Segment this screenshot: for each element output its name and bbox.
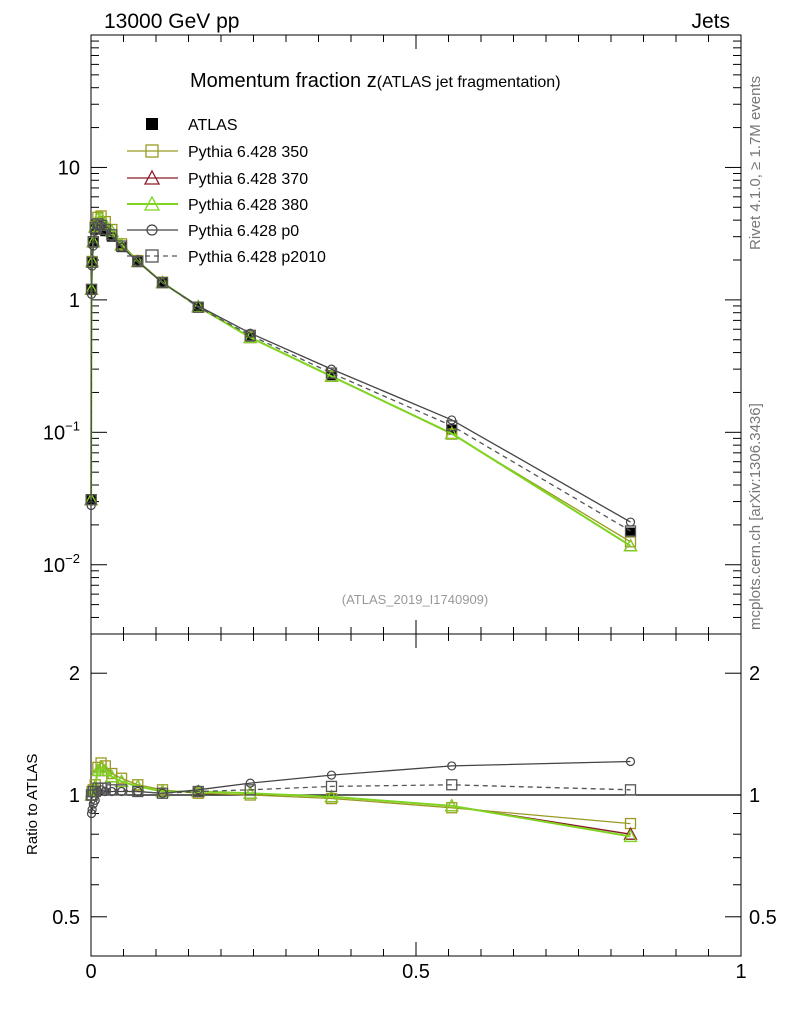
y-tick-label: 1 — [69, 290, 80, 312]
chart-dynamic-layer: 0 0.5 1 10 1 10−1 10−2 2 2 1 1 0.5 0.5 — [43, 34, 777, 983]
y-tick-label: 10−2 — [43, 551, 80, 577]
header-jets-label: Jets — [691, 10, 730, 33]
main-point-p2010 — [624, 525, 637, 537]
ratio-point-p380 — [104, 769, 119, 783]
ratio-point-p0 — [116, 786, 127, 797]
main-point-p0 — [326, 364, 337, 374]
main-point-p2010 — [244, 329, 256, 341]
ratio-point-p0 — [107, 786, 117, 797]
ratio-y-tick-label: 0.5 — [52, 907, 80, 929]
legend-label-350: Pythia 6.428 350 — [188, 144, 308, 161]
ratio-line-p2010 — [91, 784, 631, 796]
main-line-p2010 — [90, 223, 631, 532]
main-point-p2010 — [156, 276, 169, 289]
ratio-point-p380 — [98, 763, 113, 777]
legend-marker-p380 — [143, 195, 161, 211]
main-point-p0 — [88, 241, 98, 251]
x-tick-label: 0 — [85, 961, 96, 983]
main-point-p0 — [107, 232, 117, 242]
main-title-main: Momentum fraction z — [190, 70, 377, 92]
ratio-point-p2010 — [325, 780, 338, 793]
ratio-point-p0 — [87, 805, 97, 815]
main-point-atlas — [625, 527, 636, 538]
legend-label-370: Pythia 6.428 370 — [188, 171, 308, 188]
ratio-y-label: Ratio to ATLAS — [24, 754, 41, 855]
x-tick-label: 0.5 — [402, 961, 430, 983]
main-point-p2010 — [95, 219, 107, 232]
legend-label-atlas: ATLAS — [188, 117, 238, 134]
legend-marker-atlas — [146, 118, 158, 130]
ratio-point-p380 — [444, 798, 459, 812]
y-tick-label: 10 — [58, 157, 80, 179]
main-point-p0 — [447, 415, 457, 425]
main-point-p380 — [324, 368, 339, 382]
ratio-point-p380 — [90, 763, 105, 777]
ratio-point-p0 — [447, 761, 457, 771]
ratio-point-p0 — [157, 788, 168, 798]
ratio-point-p0 — [193, 785, 203, 795]
ratio-point-p370 — [623, 826, 638, 840]
ratio-point-p0 — [100, 786, 110, 797]
legend-marker-p0 — [146, 224, 158, 236]
main-point-p2010 — [115, 240, 128, 252]
ratio-point-p2010 — [99, 782, 111, 794]
main-point-p2010 — [325, 367, 338, 379]
rivet-info-label: Rivet 4.1.0, ≥ 1.7M events — [747, 76, 764, 250]
ratio-line-p380 — [90, 766, 631, 838]
ratio-point-p0 — [86, 808, 97, 819]
ratio-point-p2010 — [132, 785, 144, 798]
header-energy-label: 13000 GeV pp — [104, 10, 239, 33]
ratio-point-p380 — [623, 829, 638, 843]
main-point-p2010 — [86, 256, 98, 269]
ratio-y-tick-label-right: 0.5 — [749, 907, 777, 929]
main-line-p350 — [90, 215, 631, 543]
main-point-p380 — [623, 538, 638, 552]
ratio-point-p2010 — [624, 784, 637, 796]
legend-marker-p350 — [145, 144, 159, 158]
ratio-point-p2010 — [192, 785, 204, 798]
ratio-point-p0 — [625, 756, 636, 767]
main-point-p2010 — [87, 236, 99, 248]
ratio-point-p2010 — [115, 784, 128, 796]
main-point-p2010 — [192, 301, 204, 313]
main-point-p380 — [191, 299, 206, 313]
main-point-p2010 — [85, 494, 97, 506]
legend-marker-p370 — [143, 169, 161, 185]
legend: ATLAS Pythia 6.428 350 Pythia 6.428 370 … — [188, 117, 326, 266]
main-title: Momentum fraction z(ATLAS jet fragmentat… — [190, 70, 561, 92]
ratio-point-p380 — [114, 774, 129, 788]
ratio-point-p380 — [324, 789, 339, 803]
ratio-point-p2010 — [446, 779, 458, 791]
ratio-point-p350 — [325, 792, 338, 805]
ratio-y-tick-label: 2 — [69, 663, 80, 685]
main-point-p2010 — [106, 229, 118, 241]
ratio-point-p2010 — [156, 787, 169, 799]
legend-label-p0: Pythia 6.428 p0 — [188, 223, 299, 240]
legend-label-p2010: Pythia 6.428 p2010 — [188, 249, 326, 266]
main-point-p0 — [133, 256, 143, 267]
ratio-y-tick-label-right: 1 — [749, 785, 760, 807]
main-point-p380 — [444, 426, 459, 440]
main-title-sub: (ATLAS jet fragmentation) — [377, 74, 561, 91]
ratio-point-p380 — [243, 785, 258, 799]
legend-label-380: Pythia 6.428 380 — [188, 197, 308, 214]
ratio-point-p0 — [326, 770, 337, 780]
main-line-p0 — [90, 223, 631, 523]
main-point-p0 — [86, 500, 96, 511]
x-tick-label: 1 — [735, 961, 746, 983]
ratio-point-p0 — [245, 778, 255, 788]
main-point-atlas — [326, 370, 337, 381]
main-point-p2010 — [446, 420, 458, 432]
analysis-watermark: (ATLAS_2019_I1740909) — [342, 592, 488, 607]
ratio-point-p2010 — [244, 784, 256, 796]
ratio-y-tick-label-right: 2 — [749, 663, 760, 685]
main-point-p2010 — [85, 283, 98, 296]
legend-marker-p2010 — [145, 249, 159, 263]
mcplots-info-label: mcplots.cern.ch [arXiv:1306.3436] — [747, 403, 764, 630]
ratio-y-tick-label: 1 — [69, 785, 80, 807]
y-tick-label: 10−1 — [43, 418, 80, 444]
ratio-point-p2010 — [86, 789, 98, 801]
